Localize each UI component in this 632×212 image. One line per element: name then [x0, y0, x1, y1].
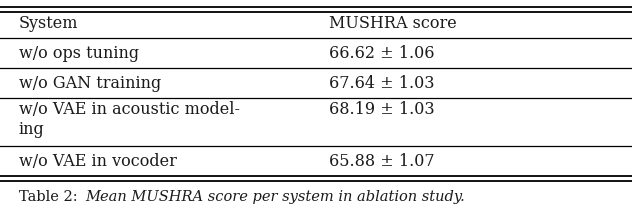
Text: 67.64 ± 1.03: 67.64 ± 1.03 [329, 74, 434, 92]
Text: w/o GAN training: w/o GAN training [19, 74, 161, 92]
Text: Table 2:: Table 2: [19, 190, 82, 204]
Text: w/o ops tuning: w/o ops tuning [19, 45, 139, 61]
Text: w/o VAE in vocoder: w/o VAE in vocoder [19, 152, 177, 170]
Text: 66.62 ± 1.06: 66.62 ± 1.06 [329, 45, 434, 61]
Text: ing: ing [19, 121, 45, 138]
Text: MUSHRA score: MUSHRA score [329, 15, 456, 32]
Text: Mean MUSHRA score per system in ablation study.: Mean MUSHRA score per system in ablation… [85, 190, 465, 204]
Text: 65.88 ± 1.07: 65.88 ± 1.07 [329, 152, 434, 170]
Text: System: System [19, 15, 78, 32]
Text: w/o VAE in acoustic model-: w/o VAE in acoustic model- [19, 102, 240, 119]
Text: 68.19 ± 1.03: 68.19 ± 1.03 [329, 102, 434, 119]
